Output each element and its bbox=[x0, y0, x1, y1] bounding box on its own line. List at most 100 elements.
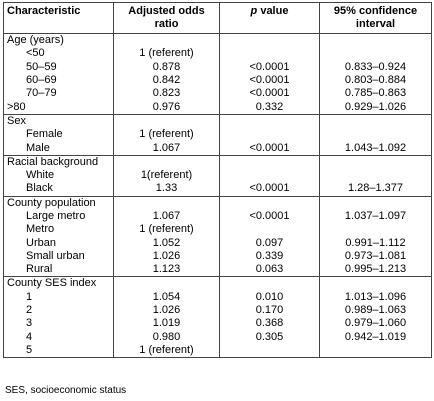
table-row: Male 1.067 <0.0001 1.043–1.092 bbox=[3, 141, 432, 156]
group-empty-cell bbox=[113, 154, 220, 169]
confidence-interval-cell: 0.979–1.060 bbox=[319, 317, 432, 331]
table-row: 2 1.026 0.170 0.989–1.063 bbox=[3, 303, 432, 318]
table-row: White 1(referent) bbox=[3, 168, 432, 183]
group-empty-cell bbox=[319, 276, 432, 291]
adjusted-odds-ratio-cell: 1.123 bbox=[113, 263, 220, 278]
adjusted-odds-ratio-cell: 1.026 bbox=[113, 249, 220, 264]
p-value-cell: 0.339 bbox=[219, 249, 320, 264]
adjusted-odds-ratio-cell: 1.019 bbox=[113, 317, 220, 331]
row-label: 3 bbox=[3, 317, 114, 331]
adjusted-odds-ratio-cell: 1.026 bbox=[113, 303, 220, 318]
group-empty-cell bbox=[219, 276, 320, 291]
confidence-interval-cell bbox=[319, 168, 432, 183]
table-row: 1 1.054 0.010 1.013–1.096 bbox=[3, 290, 432, 304]
group-empty-cell bbox=[113, 113, 220, 129]
adjusted-odds-ratio-cell: 0.976 bbox=[113, 100, 220, 115]
adjusted-odds-ratio-cell: 0.980 bbox=[113, 330, 220, 344]
p-value-cell: 0.097 bbox=[219, 236, 320, 250]
adjusted-odds-ratio-cell: 0.878 bbox=[113, 60, 220, 74]
table-row: <50 1 (referent) bbox=[3, 47, 432, 61]
header-p-rest: value bbox=[257, 5, 289, 17]
header-p-value: p value bbox=[219, 2, 320, 34]
confidence-interval-cell: 0.929–1.026 bbox=[319, 100, 432, 115]
table-header-row: Characteristic Adjusted odds ratio p val… bbox=[3, 2, 432, 34]
p-value-cell: <0.0001 bbox=[219, 209, 320, 224]
adjusted-odds-ratio-cell: 0.842 bbox=[113, 73, 220, 88]
p-value-cell bbox=[219, 223, 320, 237]
row-label: <50 bbox=[3, 47, 114, 61]
p-value-cell bbox=[219, 47, 320, 61]
confidence-interval-cell: 1.043–1.092 bbox=[319, 141, 432, 156]
group-label: Sex bbox=[3, 113, 114, 129]
group-empty-cell bbox=[219, 154, 320, 169]
group-empty-cell bbox=[319, 195, 432, 210]
adjusted-odds-ratio-cell: 1 (referent) bbox=[113, 47, 220, 61]
table-row: 3 1.019 0.368 0.979–1.060 bbox=[3, 317, 432, 331]
group-empty-cell bbox=[319, 113, 432, 129]
group-label: County population bbox=[3, 195, 114, 210]
p-value-cell bbox=[219, 168, 320, 183]
group-empty-cell bbox=[113, 195, 220, 210]
table-row: Urban 1.052 0.097 0.991–1.112 bbox=[3, 236, 432, 250]
confidence-interval-cell bbox=[319, 223, 432, 237]
header-characteristic: Characteristic bbox=[3, 2, 114, 34]
row-label: >80 bbox=[3, 100, 114, 115]
row-label: Black bbox=[3, 182, 114, 197]
row-label: White bbox=[3, 168, 114, 183]
group-label: Age (years) bbox=[3, 33, 114, 48]
table-row: Small urban 1.026 0.339 0.973–1.081 bbox=[3, 249, 432, 264]
confidence-interval-cell: 0.833–0.924 bbox=[319, 60, 432, 74]
row-label: 50–59 bbox=[3, 60, 114, 74]
adjusted-odds-ratio-cell: 1 (referent) bbox=[113, 343, 220, 359]
row-label: Urban bbox=[3, 236, 114, 250]
row-label: 70–79 bbox=[3, 87, 114, 101]
table-row: 70–79 0.823 <0.0001 0.785–0.863 bbox=[3, 87, 432, 101]
table-row: 4 0.980 0.305 0.942–1.019 bbox=[3, 330, 432, 344]
group-label: County SES index bbox=[3, 276, 114, 291]
confidence-interval-cell bbox=[319, 128, 432, 142]
group-empty-cell bbox=[319, 33, 432, 48]
group-header-row: County population bbox=[3, 195, 432, 210]
table-body: Age (years) <50 1 (referent) 50–59 0.878 <0.0… bbox=[3, 33, 432, 359]
header-aor-text: Adjusted odds ratio bbox=[128, 5, 205, 30]
confidence-interval-cell: 0.785–0.863 bbox=[319, 87, 432, 101]
row-label: Rural bbox=[3, 263, 114, 278]
p-value-cell: <0.0001 bbox=[219, 60, 320, 74]
adjusted-odds-ratio-cell: 0.823 bbox=[113, 87, 220, 101]
group-empty-cell bbox=[319, 154, 432, 169]
row-label: 5 bbox=[3, 343, 114, 359]
table-row: >80 0.976 0.332 0.929–1.026 bbox=[3, 100, 432, 115]
confidence-interval-cell: 1.013–1.096 bbox=[319, 290, 432, 304]
group-header-row: Age (years) bbox=[3, 33, 432, 48]
confidence-interval-cell: 1.037–1.097 bbox=[319, 209, 432, 224]
row-label: 2 bbox=[3, 303, 114, 318]
adjusted-odds-ratio-cell: 1 (referent) bbox=[113, 128, 220, 142]
adjusted-odds-ratio-cell: 1.067 bbox=[113, 209, 220, 224]
p-value-cell: <0.0001 bbox=[219, 141, 320, 156]
adjusted-odds-ratio-cell: 1 (referent) bbox=[113, 223, 220, 237]
table-row: 60–69 0.842 <0.0001 0.803–0.884 bbox=[3, 73, 432, 88]
row-label: Small urban bbox=[3, 249, 114, 264]
p-value-cell bbox=[219, 343, 320, 359]
table-row: Rural 1.123 0.063 0.995–1.213 bbox=[3, 263, 432, 278]
row-label: 4 bbox=[3, 330, 114, 344]
header-adjusted-odds-ratio: Adjusted odds ratio bbox=[113, 2, 220, 34]
p-value-cell: 0.332 bbox=[219, 100, 320, 115]
table-row: 50–59 0.878 <0.0001 0.833–0.924 bbox=[3, 60, 432, 74]
row-label: Large metro bbox=[3, 209, 114, 224]
group-header-row: Racial background bbox=[3, 154, 432, 169]
row-label: 1 bbox=[3, 290, 114, 304]
group-empty-cell bbox=[113, 276, 220, 291]
footnote: SES, socioeconomic status bbox=[5, 385, 127, 396]
p-value-cell: 0.305 bbox=[219, 330, 320, 344]
p-value-cell: <0.0001 bbox=[219, 87, 320, 101]
table-row: Black 1.33 <0.0001 1.28–1.377 bbox=[3, 182, 432, 197]
group-header-row: Sex bbox=[3, 113, 432, 129]
confidence-interval-cell: 0.803–0.884 bbox=[319, 73, 432, 88]
adjusted-odds-ratio-cell: 1.052 bbox=[113, 236, 220, 250]
p-value-cell: 0.170 bbox=[219, 303, 320, 318]
table-row: Large metro 1.067 <0.0001 1.037–1.097 bbox=[3, 209, 432, 224]
p-value-cell: 0.368 bbox=[219, 317, 320, 331]
odds-ratio-table: Characteristic Adjusted odds ratio p val… bbox=[3, 2, 432, 359]
